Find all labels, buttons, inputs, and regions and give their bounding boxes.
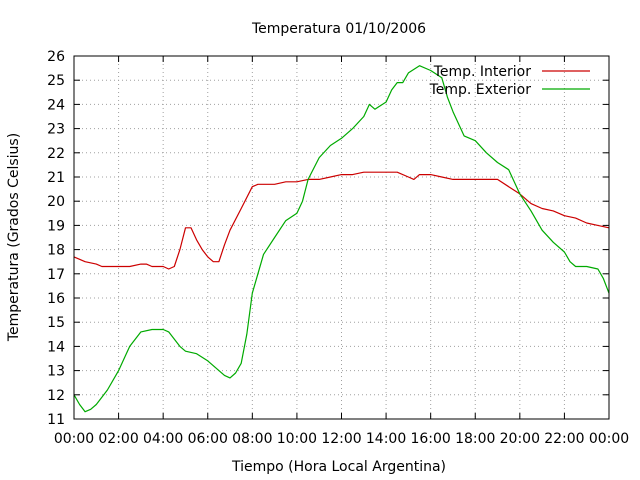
x-tick-label: 20:00 [500, 431, 540, 447]
y-tick-label: 19 [47, 218, 65, 234]
y-tick-label: 18 [47, 243, 65, 259]
x-tick-label: 14:00 [366, 431, 406, 447]
y-tick-label: 14 [47, 339, 65, 355]
y-tick-label: 25 [47, 73, 65, 89]
x-tick-label: 16:00 [410, 431, 450, 447]
y-tick-label: 15 [47, 315, 65, 331]
series-lines [73, 65, 610, 413]
y-axis-label: Temperatura (Grados Celsius) [6, 133, 22, 342]
y-tick-label: 23 [47, 122, 65, 138]
y-tick-label: 16 [47, 291, 65, 307]
y-tick-label: 20 [47, 194, 65, 210]
x-tick-label: 04:00 [143, 431, 183, 447]
x-tick-label: 10:00 [277, 431, 317, 447]
series-line-temp-interior [73, 171, 610, 270]
y-tick-label: 13 [47, 364, 65, 380]
legend-label-temp-interior: Temp. Interior [433, 64, 532, 80]
x-tick-label: 00:00 [589, 431, 629, 447]
grid [74, 56, 609, 419]
x-axis-label: Tiempo (Hora Local Argentina) [231, 459, 446, 475]
y-tick-label: 17 [47, 267, 65, 283]
x-tick-label: 12:00 [321, 431, 361, 447]
y-tick-label: 24 [47, 97, 65, 113]
legend-label-temp-exterior: Temp. Exterior [429, 82, 532, 98]
x-tick-label: 06:00 [188, 431, 228, 447]
x-tick-label: 00:00 [54, 431, 94, 447]
y-tick-label: 12 [47, 388, 65, 404]
y-tick-label: 22 [47, 146, 65, 162]
x-tick-label: 08:00 [232, 431, 272, 447]
x-tick-label: 22:00 [544, 431, 584, 447]
x-tick-label: 02:00 [98, 431, 138, 447]
series-line-temp-exterior [73, 65, 610, 413]
y-tick-label: 21 [47, 170, 65, 186]
y-tick-labels: 11 12 13 14 15 16 17 18 19 20 21 22 23 24 25 26 [47, 49, 65, 428]
y-tick-label: 26 [47, 49, 65, 65]
x-tick-label: 18:00 [455, 431, 495, 447]
tick-marks [73, 55, 610, 420]
y-tick-label: 11 [47, 412, 65, 428]
chart-title: Temperatura 01/10/2006 [251, 21, 426, 37]
x-tick-labels: 00:00 02:00 04:00 06:00 08:00 10:00 12:00 14:00… [54, 431, 629, 447]
legend: Temp. Interior Temp. Exterior [429, 64, 590, 98]
